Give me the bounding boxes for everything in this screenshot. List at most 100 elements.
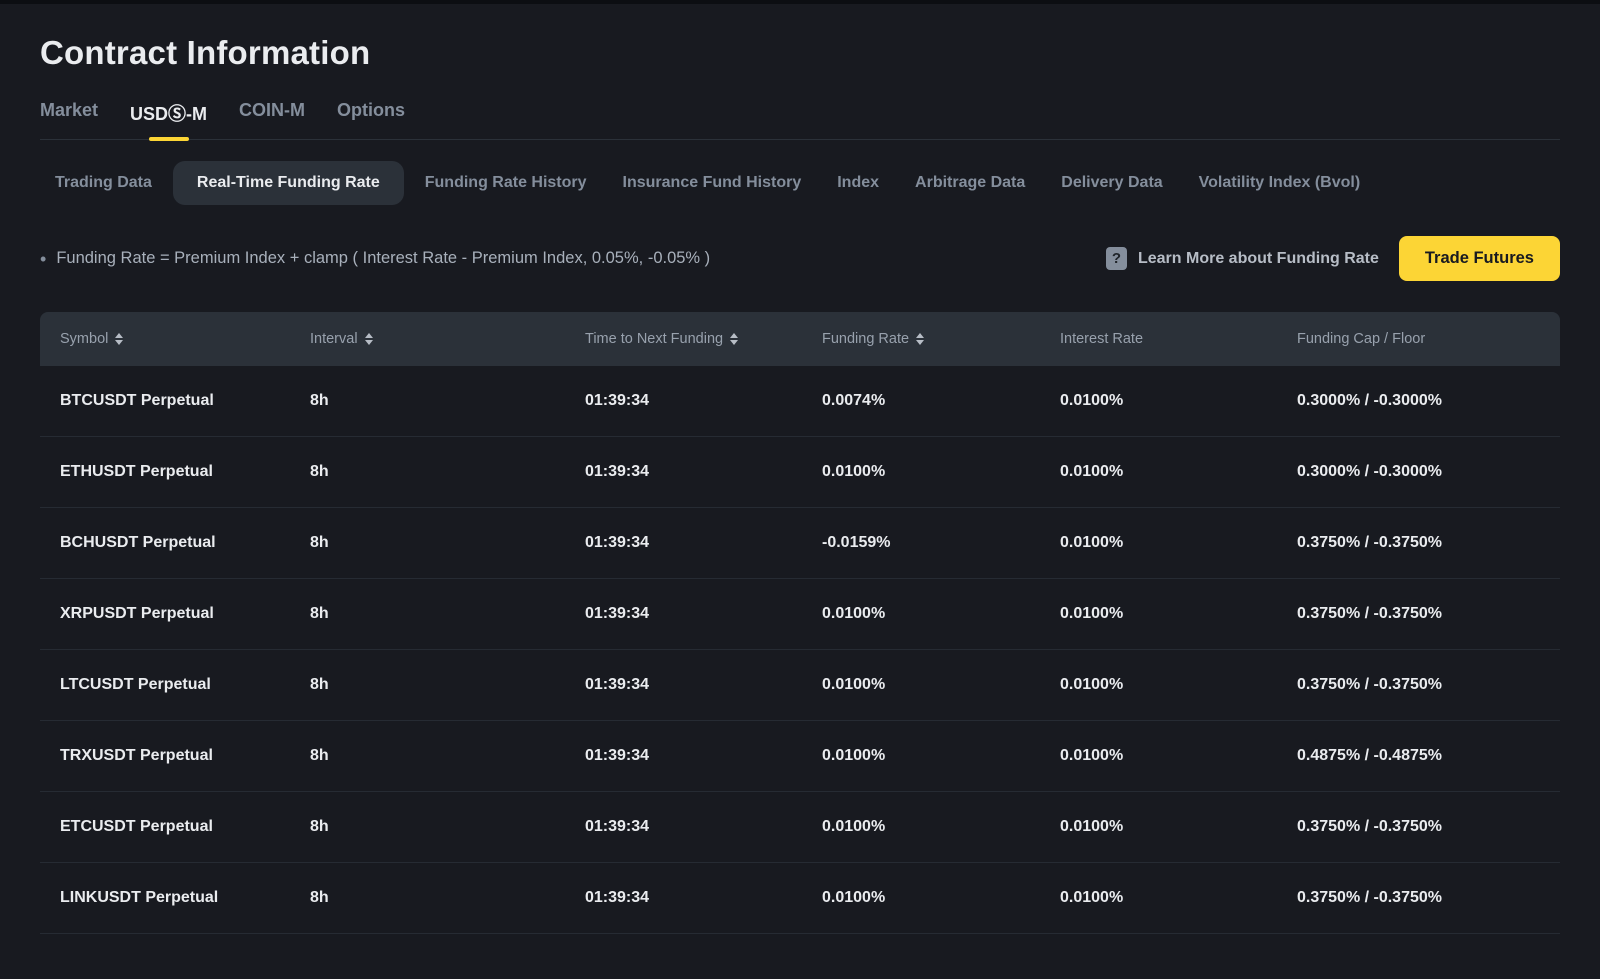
cell-interval: 8h (310, 463, 329, 480)
cell-interest-rate: 0.0100% (1060, 889, 1124, 906)
column-header-funding-rate[interactable]: Funding Rate (802, 331, 1040, 347)
funding-rate-formula-note: • Funding Rate = Premium Index + clamp (… (40, 249, 710, 268)
cell-funding-rate: 0.0100% (822, 676, 886, 693)
cell-symbol: TRXUSDT Perpetual (60, 747, 213, 764)
cell-time-to-next-funding: 01:39:34 (585, 747, 650, 764)
cell-interval: 8h (310, 747, 329, 764)
column-header-interval[interactable]: Interval (290, 331, 565, 347)
cell-time-to-next-funding: 01:39:34 (585, 463, 650, 480)
cell-interest-rate: 0.0100% (1060, 534, 1124, 551)
table-header-row: Symbol Interval Time to Next Funding Fun… (40, 312, 1560, 366)
cell-funding-cap-floor: 0.4875% / -0.4875% (1297, 747, 1442, 764)
page-title: Contract Information (40, 34, 371, 71)
cell-interval: 8h (310, 818, 329, 835)
tab-market[interactable]: Market (40, 100, 98, 126)
cell-funding-rate: 0.0100% (822, 463, 886, 480)
tab-label: Options (337, 100, 406, 120)
column-header-interest-rate: Interest Rate (1040, 331, 1277, 347)
column-header-funding-cap-floor: Funding Cap / Floor (1277, 331, 1560, 347)
sort-icon (115, 333, 124, 345)
subtab-delivery-data[interactable]: Delivery Data (1061, 174, 1163, 191)
cell-funding-rate: 0.0100% (822, 818, 886, 835)
cell-funding-cap-floor: 0.3000% / -0.3000% (1297, 392, 1442, 409)
table-row: LINKUSDT Perpetual 8h 01:39:34 0.0100% 0… (40, 863, 1560, 934)
tab-label: COIN-M (239, 100, 306, 120)
subtab-index[interactable]: Index (837, 174, 880, 191)
cell-funding-cap-floor: 0.3750% / -0.3750% (1297, 534, 1442, 551)
cell-funding-rate: -0.0159% (822, 534, 891, 551)
cell-time-to-next-funding: 01:39:34 (585, 392, 650, 409)
cell-symbol: LINKUSDT Perpetual (60, 889, 219, 906)
column-label: Interest Rate (1060, 331, 1144, 347)
tab-label: Market (40, 100, 99, 120)
cell-interest-rate: 0.0100% (1060, 747, 1124, 764)
column-label: Symbol (60, 331, 109, 347)
sort-icon (730, 333, 739, 345)
column-header-symbol[interactable]: Symbol (40, 331, 290, 347)
cell-funding-cap-floor: 0.3750% / -0.3750% (1297, 676, 1442, 693)
sort-icon (364, 333, 373, 345)
cell-funding-cap-floor: 0.3750% / -0.3750% (1297, 818, 1442, 835)
learn-more-label: Learn More about Funding Rate (1137, 249, 1379, 267)
tab-coin-m[interactable]: COIN-M (239, 100, 305, 126)
subtab-trading-data[interactable]: Trading Data (55, 174, 152, 191)
table-row: BCHUSDT Perpetual 8h 01:39:34 -0.0159% 0… (40, 508, 1560, 579)
column-label: Funding Rate (822, 331, 910, 347)
cell-funding-cap-floor: 0.3750% / -0.3750% (1297, 605, 1442, 622)
subtab-insurance-fund-history[interactable]: Insurance Fund History (622, 174, 802, 191)
cell-time-to-next-funding: 01:39:34 (585, 676, 650, 693)
funding-rate-formula-text: Funding Rate = Premium Index + clamp ( I… (56, 249, 711, 267)
table-row: BTCUSDT Perpetual 8h 01:39:34 0.0074% 0.… (40, 366, 1560, 437)
cell-interest-rate: 0.0100% (1060, 463, 1124, 480)
cell-interval: 8h (310, 534, 329, 551)
subtab-real-time-funding-rate[interactable]: Real-Time Funding Rate (172, 161, 404, 205)
cell-interval: 8h (310, 605, 329, 622)
cell-interval: 8h (310, 889, 329, 906)
sub-tabs: Trading Data Real-Time Funding Rate Fund… (40, 161, 1560, 205)
cell-symbol: LTCUSDT Perpetual (60, 676, 211, 693)
cell-time-to-next-funding: 01:39:34 (585, 605, 650, 622)
cell-time-to-next-funding: 01:39:34 (585, 889, 650, 906)
table-row: LTCUSDT Perpetual 8h 01:39:34 0.0100% 0.… (40, 650, 1560, 721)
table-row: TRXUSDT Perpetual 8h 01:39:34 0.0100% 0.… (40, 721, 1560, 792)
table-row: ETHUSDT Perpetual 8h 01:39:34 0.0100% 0.… (40, 437, 1560, 508)
column-header-time-to-next-funding[interactable]: Time to Next Funding (565, 331, 802, 347)
trade-futures-button[interactable]: Trade Futures (1398, 236, 1560, 281)
cell-symbol: ETCUSDT Perpetual (60, 818, 213, 835)
active-tab-underline (148, 137, 189, 141)
cell-symbol: ETHUSDT Perpetual (60, 463, 213, 480)
sort-icon (916, 333, 925, 345)
column-label: Time to Next Funding (585, 331, 724, 347)
cell-interval: 8h (310, 676, 329, 693)
subtab-volatility-index-bvol[interactable]: Volatility Index (Bvol) (1198, 174, 1361, 191)
subtab-arbitrage-data[interactable]: Arbitrage Data (915, 174, 1026, 191)
subtab-funding-rate-history[interactable]: Funding Rate History (424, 174, 587, 191)
cell-interest-rate: 0.0100% (1060, 676, 1124, 693)
cell-interest-rate: 0.0100% (1060, 818, 1124, 835)
info-bar: • Funding Rate = Premium Index + clamp (… (40, 236, 1560, 281)
tab-usds-m[interactable]: USDⓈ-M (130, 100, 208, 141)
cell-funding-rate: 0.0100% (822, 605, 886, 622)
table-row: XRPUSDT Perpetual 8h 01:39:34 0.0100% 0.… (40, 579, 1560, 650)
cell-symbol: XRPUSDT Perpetual (60, 605, 214, 622)
cell-funding-rate: 0.0100% (822, 889, 886, 906)
funding-rate-table: Symbol Interval Time to Next Funding Fun… (40, 312, 1560, 934)
contract-information-page: Contract Information Market USDⓈ-M COIN-… (0, 34, 1600, 934)
learn-more-link[interactable]: ? Learn More about Funding Rate (1105, 247, 1379, 270)
cell-symbol: BCHUSDT Perpetual (60, 534, 216, 551)
cell-interest-rate: 0.0100% (1060, 605, 1124, 622)
question-mark-icon: ? (1105, 247, 1127, 270)
info-bar-actions: ? Learn More about Funding Rate Trade Fu… (1105, 236, 1560, 281)
cell-interest-rate: 0.0100% (1060, 392, 1124, 409)
cell-funding-cap-floor: 0.3000% / -0.3000% (1297, 463, 1442, 480)
window-top-edge (0, 0, 1600, 4)
cell-symbol: BTCUSDT Perpetual (60, 392, 214, 409)
cell-interval: 8h (310, 392, 329, 409)
column-label: Funding Cap / Floor (1297, 331, 1426, 347)
tab-label: USDⓈ-M (130, 104, 208, 124)
cell-funding-cap-floor: 0.3750% / -0.3750% (1297, 889, 1442, 906)
cell-time-to-next-funding: 01:39:34 (585, 818, 650, 835)
column-label: Interval (310, 331, 358, 347)
cell-time-to-next-funding: 01:39:34 (585, 534, 650, 551)
tab-options[interactable]: Options (337, 100, 405, 126)
